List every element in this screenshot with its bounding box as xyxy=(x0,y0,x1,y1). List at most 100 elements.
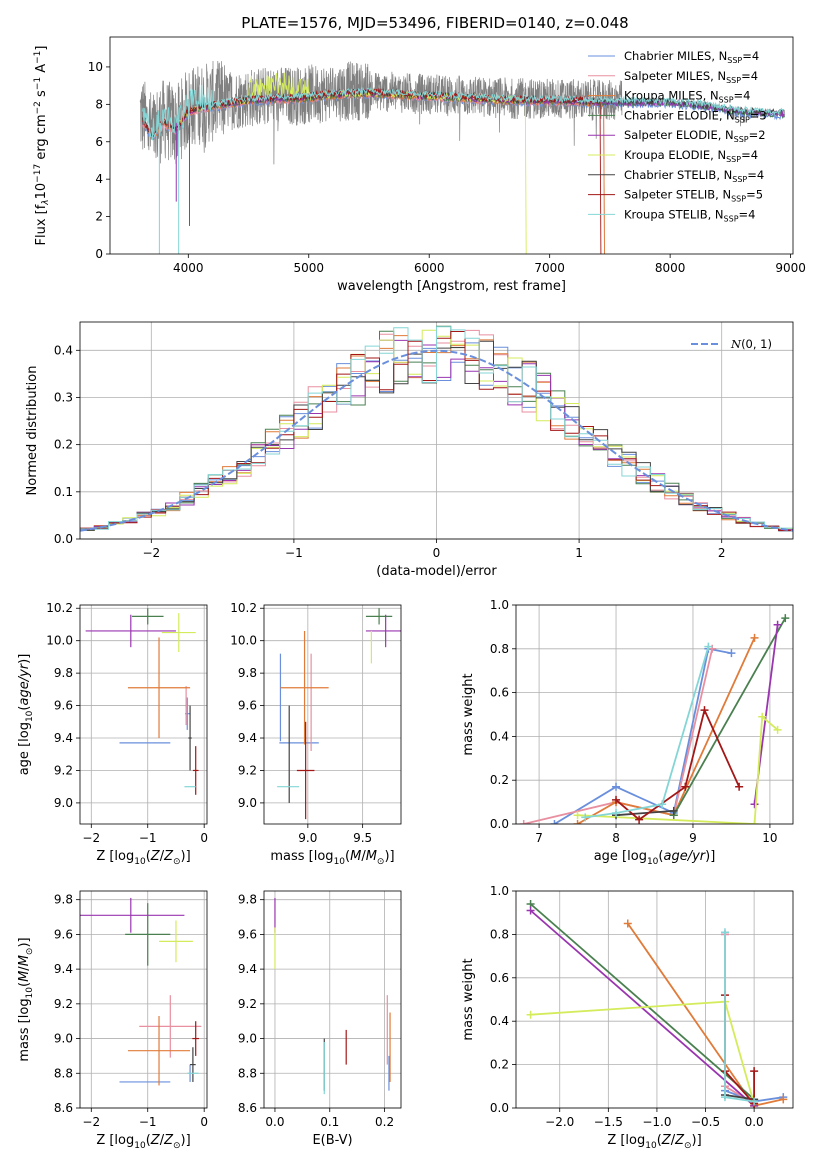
x-tick-label: −2 xyxy=(82,831,100,845)
y-tick-label: 9.6 xyxy=(54,927,73,941)
weight-marker-kroupa_stelib xyxy=(612,809,621,818)
y-tick-label: 0.2 xyxy=(54,438,73,452)
x-tick-label: −1 xyxy=(139,1115,157,1129)
x-tick-label: −2 xyxy=(82,1115,100,1129)
axes-frame xyxy=(515,890,794,1109)
y-tick-label: 0.2 xyxy=(490,773,509,787)
axes-frame xyxy=(515,604,794,825)
weight-line-chabrier_elodie xyxy=(672,617,787,816)
weight-marker-kroupa_miles xyxy=(573,820,582,824)
y-axis-label: Normed distribution xyxy=(25,366,40,496)
chart-panel-1: −2 −1 0 1 2 0.0 0.1 0.2 0.3 0.4 (data-model)/error… xyxy=(25,321,794,579)
weight-marker-kroupa_stelib xyxy=(581,813,590,822)
x-tick-label: 0 xyxy=(200,831,208,845)
legend-label: Chabrier STELIB, NSSP=4 xyxy=(624,168,764,184)
weight-marker-kroupa_stelib xyxy=(658,800,667,809)
weight-marker-chabrier_miles xyxy=(612,782,621,791)
weight-marker-chabrier_stelib xyxy=(669,806,678,815)
chart-panel-4: 7 8 9 10 0.0 0.2 0.4 0.6 0.8 1.0 age [log10(age/yr… xyxy=(461,598,794,867)
x-tick-label: 9000 xyxy=(775,261,806,275)
x-tick-label: 8 xyxy=(612,831,620,845)
weight-marker-kroupa_elodie xyxy=(750,820,759,824)
x-tick-label: 0 xyxy=(200,1115,208,1129)
axes-frame xyxy=(79,604,208,825)
y-axis-label: mass weight xyxy=(461,958,476,1040)
plot-area xyxy=(274,897,391,1095)
y-tick-label: 0.0 xyxy=(54,532,73,546)
legend-label: N(0, 1) xyxy=(730,337,772,351)
legend-label: Salpeter STELIB, NSSP=5 xyxy=(624,188,763,204)
weight-marker-salpeter_elodie xyxy=(526,906,535,915)
y-tick-label: 8.8 xyxy=(54,1066,73,1080)
weight-marker-kroupa_elodie xyxy=(773,725,782,734)
y-tick-label: 9.0 xyxy=(54,796,73,810)
y-tick-label: 1.0 xyxy=(490,598,509,612)
chart-panel-0: 4000 5000 6000 7000 8000 9000 0 2 4 6 8 10 wavelengt… xyxy=(33,36,806,294)
x-tick-label: 7 xyxy=(535,831,543,845)
axes-frame xyxy=(79,321,794,540)
y-tick-label: 0.4 xyxy=(490,729,509,743)
x-tick-label: 7000 xyxy=(534,261,565,275)
weight-marker-salpeter_stelib xyxy=(635,815,644,824)
weight-marker-salpeter_stelib xyxy=(750,1067,759,1076)
y-tick-label: 10 xyxy=(88,60,103,74)
x-tick-label: 9.5 xyxy=(353,831,372,845)
x-axis-label: wavelength [Angstrom, rest frame] xyxy=(337,279,566,294)
y-tick-label: 9.2 xyxy=(238,763,257,777)
x-axis-label: mass [log10(M/M⊙)] xyxy=(270,849,394,867)
chart-panel-7: −2.0 −1.5 −1.0 −0.5 0.0 0.0 0.2 0.4 0.6 0.8 1.0 Z [… xyxy=(461,884,794,1151)
axes-frame xyxy=(79,890,208,1109)
x-tick-label: 1 xyxy=(575,546,583,560)
y-tick-label: 9.0 xyxy=(238,1032,257,1046)
x-axis-label: Z [log10(Z/Z⊙)] xyxy=(96,849,190,867)
weight-marker-salpeter_stelib xyxy=(700,706,709,715)
y-tick-label: 4 xyxy=(95,172,103,186)
legend-label: Kroupa ELODIE, NSSP=4 xyxy=(624,148,758,164)
chart-panel-6: 0.0 0.1 0.2 8.6 8.8 9.0 9.2 9.4 9.6 9.8 E(B-V) xyxy=(238,890,402,1148)
chart-panel-3: 9.0 9.5 9.0 9.2 9.4 9.6 9.8 10.0 10.2 mass [log10… xyxy=(230,601,402,867)
y-tick-label: 9.8 xyxy=(238,666,257,680)
y-tick-label: 9.4 xyxy=(54,731,73,745)
weight-marker-salpeter_stelib xyxy=(735,782,744,791)
weight-line-kroupa_miles xyxy=(577,637,756,824)
plot-area xyxy=(85,608,199,795)
spectrum-legend: Chabrier MILES, NSSP=4 Salpeter MILES, NS… xyxy=(588,49,767,223)
y-tick-label: 9.6 xyxy=(54,699,73,713)
y-tick-label: 9.2 xyxy=(54,997,73,1011)
y-tick-label: 9.4 xyxy=(238,731,257,745)
chart-panel-5: −2 −1 0 8.6 8.8 9.0 9.2 9.4 9.6 9.8 Z [log10(Z/Z⊙)… xyxy=(17,890,208,1151)
x-tick-label: −2.0 xyxy=(545,1115,574,1129)
plot-area xyxy=(80,897,202,1086)
y-axis-label: mass weight xyxy=(461,673,476,755)
y-tick-label: 9.8 xyxy=(54,666,73,680)
y-tick-label: 0.0 xyxy=(490,1101,509,1115)
legend-label: Kroupa MILES, NSSP=4 xyxy=(624,89,750,105)
weight-marker-kroupa_stelib xyxy=(720,1093,729,1102)
weight-marker-kroupa_elodie xyxy=(573,811,582,820)
weight-marker-chabrier_miles xyxy=(727,649,736,658)
weight-line-chabrier_elodie xyxy=(530,903,755,1100)
y-tick-label: 0.6 xyxy=(490,971,509,985)
y-tick-label: 0.3 xyxy=(54,390,73,404)
y-tick-label: 8 xyxy=(95,97,103,111)
x-tick-label: 0.0 xyxy=(265,1115,284,1129)
y-tick-label: 0.6 xyxy=(490,686,509,700)
y-axis-label: age [log10(age/yr)] xyxy=(17,654,35,776)
y-axis-label: mass [log10(M/M⊙)] xyxy=(17,937,35,1061)
y-tick-label: 8.8 xyxy=(238,1066,257,1080)
y-tick-label: 9.8 xyxy=(54,893,73,907)
y-tick-label: 9.4 xyxy=(238,962,257,976)
weight-marker-salpeter_elodie xyxy=(750,800,759,809)
x-tick-label: 9 xyxy=(689,831,697,845)
chart-panel-2: −2 −1 0 9.0 9.2 9.4 9.6 9.8 10.0 10.2 Z [log10(Z/Z… xyxy=(17,601,208,867)
histogram-kroupa_stelib xyxy=(80,326,793,530)
y-tick-label: 9.8 xyxy=(238,893,257,907)
y-axis-label: Flux [fλ10−17 erg cm−2 s−1 A−1] xyxy=(33,46,51,246)
y-tick-label: 10.0 xyxy=(46,634,73,648)
weight-marker-kroupa_miles xyxy=(779,1095,788,1104)
x-tick-label: 8000 xyxy=(655,261,686,275)
weight-line-kroupa_stelib xyxy=(585,646,710,819)
weight-line-kroupa_elodie xyxy=(530,1000,755,1104)
spectrum-model-salpeter_miles xyxy=(142,90,605,254)
weight-marker-salpeter_elodie xyxy=(773,620,782,629)
